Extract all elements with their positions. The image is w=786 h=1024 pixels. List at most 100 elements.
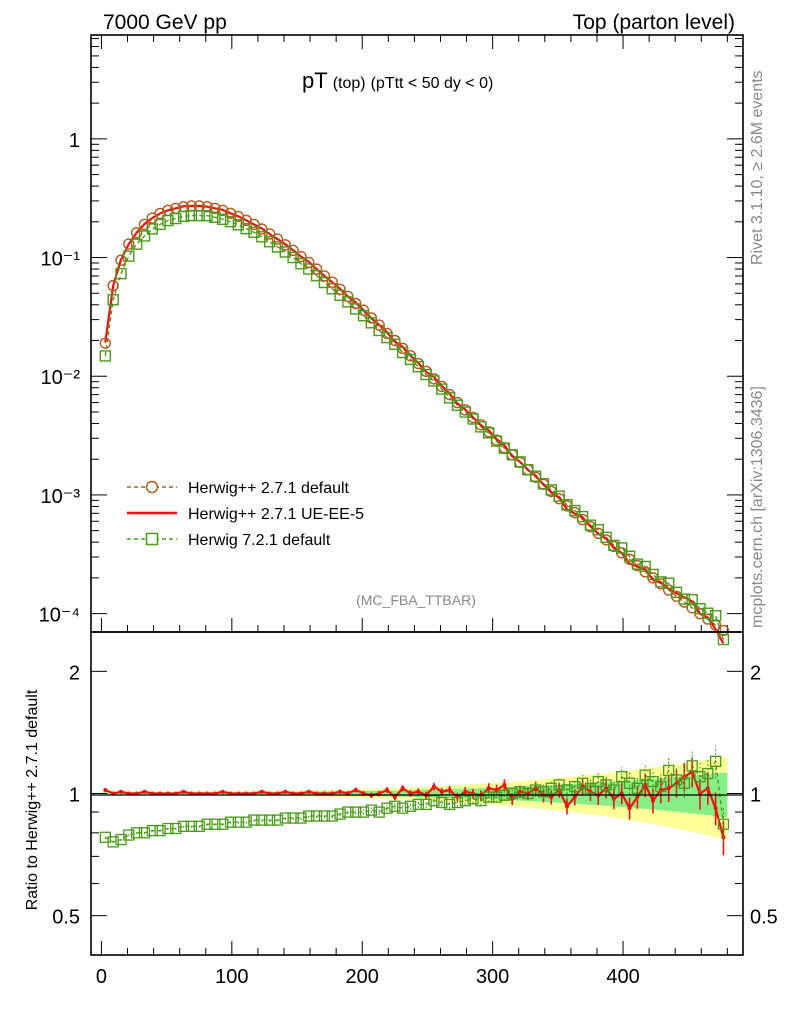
x-tick-label: 300 [476, 966, 509, 988]
ratio-point-herwig7 [326, 810, 338, 822]
ratio-point-ueee5 [447, 788, 452, 793]
marker-herwig7 [639, 560, 651, 573]
ratio-point-ueee5 [338, 789, 343, 794]
marker-herwig7 [662, 577, 675, 589]
marker-herwigpp-default [99, 337, 112, 349]
ratio-point-ueee5 [400, 786, 405, 791]
y-tick-label: 10⁻³ [41, 486, 81, 508]
marker-herwig7 [569, 504, 581, 517]
ratio-point-ueee5 [651, 798, 656, 803]
ratio-point-ueee5 [306, 789, 311, 794]
ratio-point-ueee5 [353, 788, 358, 793]
legend-marker-square [145, 532, 159, 546]
ratio-point-ueee5 [502, 782, 507, 787]
ratio-tick-label-right: 1 [750, 785, 761, 807]
ratio-point-herwig7 [592, 775, 604, 788]
marker-herwig7 [115, 267, 127, 280]
tick-labels: 0 100 200 300 400 10⁻⁴ 10⁻³ 10⁻² 10⁻¹ 1 0.5 0.5 1 1 2 2 [39, 130, 778, 988]
marker-herwig7 [686, 593, 698, 606]
marker-herwig7 [99, 350, 112, 362]
header-right: Top (parton level) [573, 11, 735, 34]
ratio-point-herwig7 [428, 795, 440, 807]
marker-herwigpp-default [303, 256, 315, 269]
ratio-point-herwig7 [130, 827, 143, 839]
legend-label: Herwig++ 2.7.1 default [188, 480, 350, 497]
marker-herwig7 [483, 427, 495, 439]
ratio-point-herwig7 [185, 820, 198, 832]
marker-herwig7 [217, 213, 229, 226]
ratio-point-herwig7 [467, 793, 479, 805]
ratio-point-herwig7 [443, 798, 456, 811]
marker-herwigpp-default [256, 223, 268, 235]
marker-herwig7 [350, 303, 362, 315]
ratio-point-herwig7 [217, 818, 229, 830]
marker-herwig7 [224, 215, 237, 228]
ratio-point-ueee5 [431, 784, 436, 789]
marker-herwig7 [608, 539, 620, 552]
marker-herwig7 [506, 449, 518, 461]
marker-herwigpp-default [263, 228, 276, 240]
ratio-point-herwig7 [287, 812, 299, 824]
marker-herwig7 [600, 531, 612, 544]
ratio-point-herwig7 [256, 814, 268, 826]
marker-herwig7 [185, 209, 198, 222]
ratio-point-ueee5 [572, 795, 577, 800]
ratio-point-herwig7 [209, 818, 221, 830]
ratio-point-herwig7 [436, 796, 448, 809]
marker-herwig7 [467, 413, 479, 425]
marker-herwigpp-default [702, 613, 714, 625]
ratio-point-herwig7 [224, 816, 237, 828]
line-herwigpp-default [104, 205, 724, 632]
rivet-label: Rivet 3.1.10, ≥ 2.6M events [749, 70, 766, 265]
marker-herwigpp-default [224, 207, 237, 219]
header-left: 7000 GeV pp [103, 11, 227, 34]
marker-herwigpp-default [217, 204, 229, 217]
marker-herwig7 [154, 218, 166, 231]
ratio-point-herwig7 [709, 755, 722, 768]
marker-herwig7 [209, 211, 221, 223]
marker-herwigpp-default [310, 263, 323, 275]
ratio-point-ueee5 [439, 789, 444, 794]
marker-herwigpp-default [209, 202, 221, 214]
ratio-point-herwig7 [123, 829, 135, 841]
marker-herwig7 [490, 435, 503, 447]
marker-herwig7 [318, 276, 331, 289]
marker-herwig7 [623, 550, 636, 562]
marker-herwig7 [373, 324, 385, 337]
line-herwigpp-ueee5 [104, 204, 725, 644]
ratio-frame [90, 631, 744, 956]
marker-herwig7 [365, 317, 378, 329]
marker-herwig7 [576, 510, 589, 523]
ratio-point-herwig7 [451, 796, 464, 809]
title-sub1: (top) [333, 75, 366, 92]
ratio-tick-label-right: 2 [750, 662, 761, 684]
series-group [99, 200, 730, 646]
marker-herwig7 [647, 568, 659, 581]
marker-herwig7 [303, 263, 315, 275]
marker-herwigpp-default [717, 624, 730, 637]
plot-title: pT (top) (pTtt < 50 dy < 0) [302, 68, 493, 93]
analysis-label: (MC_FBA_TTBAR) [356, 592, 476, 608]
legend: Herwig++ 2.7.1 default Herwig++ 2.7.1 UE-… [127, 480, 364, 549]
ratio-point-herwig7 [459, 795, 471, 807]
marker-herwig7 [537, 478, 550, 490]
marker-herwig7 [670, 586, 683, 599]
ratio-point-ueee5 [518, 789, 523, 794]
y-tick-label: 1 [69, 130, 80, 152]
ratio-point-herwig7 [201, 818, 213, 830]
marker-herwig7 [561, 499, 573, 511]
ratio-point-herwig7 [146, 824, 158, 837]
marker-herwigpp-default [326, 276, 338, 288]
ratio-point-herwig7 [357, 806, 370, 818]
ratio-point-ueee5 [259, 789, 264, 794]
marker-herwigpp-default [334, 283, 346, 296]
marker-herwig7 [107, 294, 119, 306]
marker-herwig7 [522, 464, 534, 476]
ratio-point-ueee5 [385, 788, 390, 793]
ratio-point-herwig7 [584, 782, 597, 794]
ratio-point-ueee5 [142, 789, 147, 794]
marker-herwig7 [287, 251, 299, 264]
ratio-point-herwig7 [170, 822, 182, 835]
ratio-point-herwig7 [373, 806, 385, 818]
